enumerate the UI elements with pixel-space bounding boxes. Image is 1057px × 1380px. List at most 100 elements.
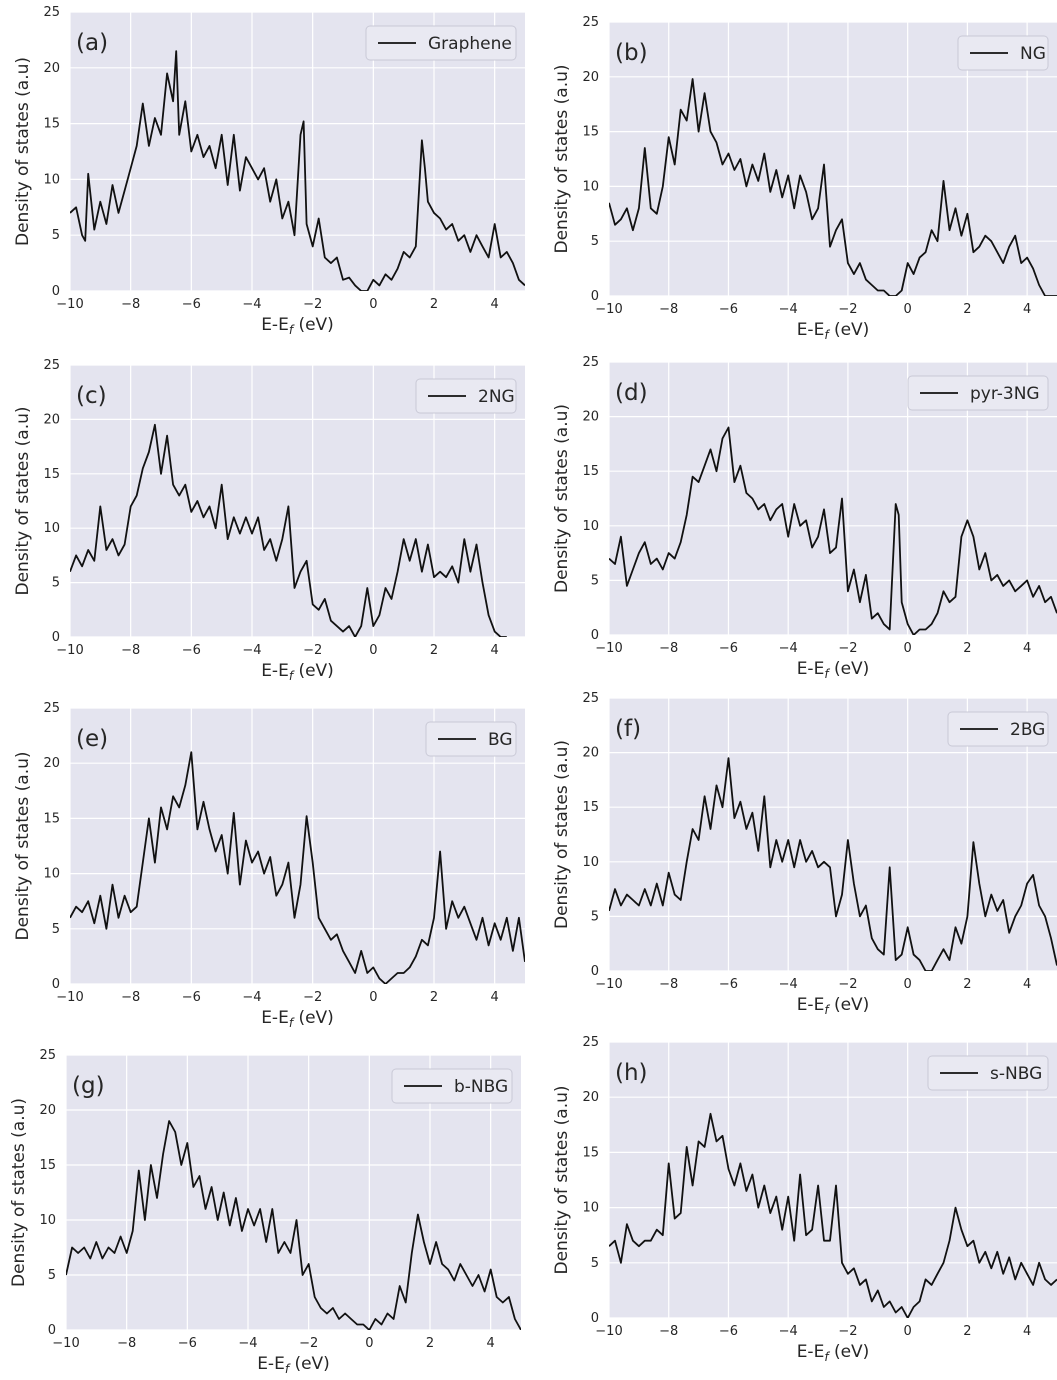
legend: NG: [957, 35, 1049, 71]
x-tick-label: −6: [182, 297, 201, 312]
legend-entry: BG: [488, 730, 513, 750]
x-tick-label: −8: [659, 977, 678, 992]
legend: BG: [425, 721, 517, 757]
y-tick-label: 25: [43, 5, 60, 20]
y-tick-label: 20: [582, 1090, 599, 1105]
x-tick-label: −4: [779, 302, 798, 317]
panel-label: (c): [76, 383, 107, 409]
legend-entry: Graphene: [428, 34, 512, 54]
y-tick-label: 15: [43, 811, 60, 826]
x-tick-label: −6: [719, 641, 738, 656]
legend-entry: 2BG: [1010, 720, 1045, 740]
legend-box: [907, 375, 1049, 411]
y-axis-label: Density of states (a.u): [552, 64, 572, 253]
x-axis-label: E-Ef (eV): [797, 659, 870, 681]
x-tick-label: −4: [242, 297, 261, 312]
x-tick-label: −2: [303, 990, 322, 1005]
y-tick-label: 5: [52, 228, 60, 243]
y-tick-label: 15: [43, 117, 60, 132]
y-tick-label: 25: [582, 1035, 599, 1050]
x-tick-label: 0: [369, 990, 377, 1005]
legend: 2NG: [415, 378, 517, 414]
y-tick-label: 5: [48, 1268, 56, 1283]
y-tick-label: 0: [52, 977, 60, 992]
x-tick-label: 0: [904, 1324, 912, 1339]
x-tick-label: −2: [299, 1336, 318, 1351]
x-axis-label: E-Ef (eV): [261, 315, 334, 337]
x-axis-label: E-Ef (eV): [797, 995, 870, 1017]
x-tick-label: −10: [595, 1324, 622, 1339]
y-tick-label: 10: [39, 1213, 56, 1228]
y-tick-label: 10: [43, 172, 60, 187]
y-tick-label: 25: [43, 358, 60, 373]
panel-f: −10 −8 −6 −4 −2 0 2 4 0 5 10 15 20 25 E-Ef (eV) Density…: [552, 691, 1057, 1017]
x-tick-label: −6: [182, 643, 201, 658]
y-tick-label: 0: [591, 964, 599, 979]
series-line-s-NBG: [609, 1112, 1057, 1318]
y-tick-label: 0: [52, 284, 60, 299]
x-tick-label: −6: [719, 302, 738, 317]
panel-label: (f): [615, 716, 641, 742]
x-tick-label: 0: [904, 302, 912, 317]
x-tick-label: −6: [178, 1336, 197, 1351]
x-axis-label: E-Ef (eV): [797, 320, 870, 342]
y-tick-label: 25: [43, 701, 60, 716]
y-tick-label: 10: [582, 179, 599, 194]
y-tick-label: 0: [52, 630, 60, 645]
x-tick-label: −8: [121, 297, 140, 312]
y-tick-label: 15: [582, 464, 599, 479]
legend: pyr-3NG: [907, 375, 1049, 411]
x-tick-label: −8: [659, 302, 678, 317]
x-axis-label: E-Ef (eV): [797, 1342, 870, 1364]
y-axis-label: Density of states (a.u): [13, 406, 33, 595]
x-tick-label: 0: [365, 1336, 373, 1351]
y-tick-label: 10: [43, 521, 60, 536]
x-tick-label: 2: [963, 302, 971, 317]
x-tick-label: −6: [182, 990, 201, 1005]
y-tick-label: 20: [39, 1103, 56, 1118]
y-tick-label: 15: [39, 1158, 56, 1173]
series-line-2NG: [70, 423, 507, 637]
series-line-b-NBG: [66, 1120, 521, 1330]
x-tick-label: −2: [838, 302, 857, 317]
x-tick-label: 2: [963, 977, 971, 992]
x-tick-label: −8: [659, 641, 678, 656]
panel-label: (d): [615, 380, 648, 406]
legend-box: [365, 25, 517, 61]
x-tick-label: −10: [52, 1336, 79, 1351]
x-tick-label: −2: [303, 297, 322, 312]
y-tick-label: 5: [52, 576, 60, 591]
x-tick-label: 0: [904, 977, 912, 992]
y-axis-label: Density of states (a.u): [552, 1085, 572, 1274]
series-line-BG: [70, 751, 525, 984]
y-tick-label: 5: [591, 1256, 599, 1271]
x-tick-label: −10: [56, 643, 83, 658]
y-tick-label: 10: [582, 855, 599, 870]
x-axis-label: E-Ef (eV): [261, 1008, 334, 1030]
legend: b-NBG: [391, 1068, 513, 1104]
series-line-2BG: [609, 757, 1057, 971]
y-tick-label: 10: [43, 867, 60, 882]
x-tick-label: 4: [1023, 977, 1031, 992]
x-tick-label: −4: [242, 990, 261, 1005]
x-tick-label: −4: [779, 641, 798, 656]
y-tick-label: 5: [591, 573, 599, 588]
panel-a: −10 −8 −6 −4 −2 0 2 4 0 5 10 15 20 25 E-Ef (eV) Density…: [13, 5, 525, 337]
panel-h: −10 −8 −6 −4 −2 0 2 4 0 5 10 15 20 25 E-Ef (eV) Density…: [552, 1035, 1057, 1364]
x-tick-label: 4: [487, 1336, 495, 1351]
x-tick-label: 0: [904, 641, 912, 656]
x-tick-label: −4: [779, 1324, 798, 1339]
x-tick-label: −10: [56, 990, 83, 1005]
legend-entry: s-NBG: [990, 1064, 1042, 1084]
legend-entry: pyr-3NG: [970, 384, 1040, 404]
y-tick-label: 5: [52, 922, 60, 937]
y-axis-label: Density of states (a.u): [9, 1098, 29, 1287]
series-line-pyr-3NG: [609, 426, 1057, 635]
x-tick-label: −4: [242, 643, 261, 658]
y-axis-label: Density of states (a.u): [552, 404, 572, 593]
x-tick-label: −10: [595, 302, 622, 317]
x-tick-label: −2: [838, 977, 857, 992]
x-tick-label: −10: [595, 977, 622, 992]
y-tick-label: 25: [582, 15, 599, 30]
